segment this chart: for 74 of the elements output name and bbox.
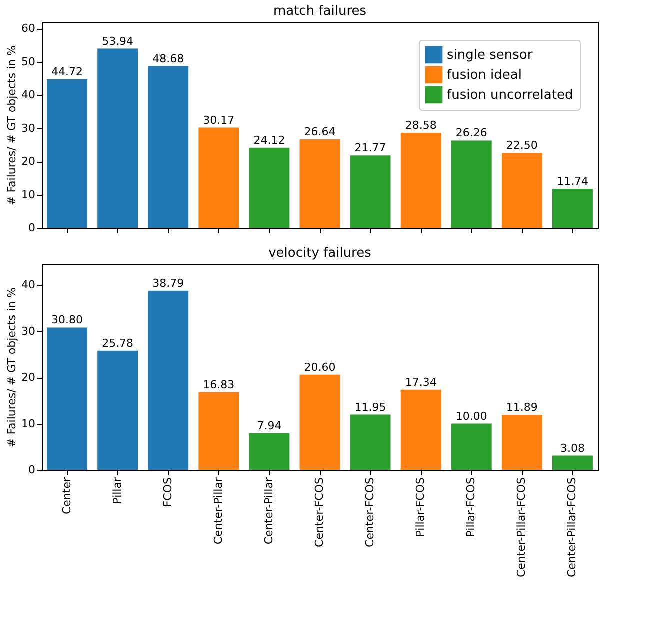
y-tick-label: 60: [22, 22, 36, 36]
x-tick-label: Center-FCOS: [313, 477, 326, 548]
bar: [400, 133, 442, 228]
bar: [350, 414, 391, 470]
bar: [502, 415, 542, 470]
bar: [300, 374, 340, 470]
data-label: 11.89: [506, 401, 538, 414]
y-tick-label: 0: [28, 222, 36, 234]
x-tick-label: Pillar-FCOS: [464, 477, 478, 538]
bar: [552, 456, 593, 470]
y-tick-label: 30: [22, 122, 36, 135]
bar: [502, 153, 542, 228]
bar: [198, 128, 240, 228]
x-tick-label: Center-Pillar: [212, 477, 225, 545]
data-label: 7.94: [257, 419, 282, 432]
bar: [47, 328, 88, 470]
x-tick-label: Pillar-FCOS: [414, 477, 428, 538]
bar: [148, 290, 189, 470]
data-label: 11.95: [354, 400, 386, 414]
x-tick-label: Center-Pillar-FCOS: [566, 477, 579, 578]
data-label: 30.17: [203, 114, 235, 127]
legend-label: single sensor: [447, 48, 534, 63]
data-label: 26.64: [304, 125, 336, 138]
data-label: 25.78: [102, 336, 134, 350]
data-label: 26.26: [456, 126, 488, 140]
y-axis-title: # Failures/ # GT objects in %: [6, 46, 19, 206]
data-label: 17.34: [405, 376, 437, 389]
data-label: 38.79: [152, 276, 184, 290]
chart-title: match failures: [273, 4, 367, 19]
bar: [451, 140, 492, 228]
bar: [249, 148, 290, 228]
data-label: 21.77: [354, 142, 386, 155]
x-tick-label: Center-Pillar: [262, 477, 276, 545]
data-label: 10.00: [456, 410, 488, 423]
data-label: 48.68: [152, 52, 184, 66]
data-label: 22.50: [506, 139, 538, 152]
data-label: 28.58: [405, 119, 437, 132]
legend-label: fusion uncorrelated: [447, 88, 574, 103]
legend-label: fusion ideal: [447, 68, 522, 83]
y-tick-label: 10: [22, 417, 36, 430]
bar: [198, 392, 240, 470]
data-label: 20.60: [304, 360, 336, 374]
bar: [148, 66, 189, 228]
data-label: 30.80: [52, 314, 84, 327]
data-label: 24.12: [254, 134, 286, 147]
chart-title: velocity failures: [268, 246, 372, 261]
y-tick-label: 10: [22, 188, 36, 202]
bar: [98, 350, 138, 470]
x-tick-label: Pillar: [110, 477, 124, 504]
y-tick-label: 20: [22, 155, 36, 168]
y-tick-label: 40: [22, 88, 36, 102]
y-tick-label: 20: [22, 371, 36, 384]
data-label: 44.72: [52, 65, 84, 78]
y-axis-title: # Failures/ # GT objects in %: [6, 288, 19, 448]
bar: [552, 188, 593, 228]
bar: [350, 156, 391, 228]
data-label: 3.08: [560, 442, 585, 455]
x-tick-label: Center-FCOS: [364, 477, 377, 548]
x-tick-label: FCOS: [161, 477, 174, 508]
bar: [47, 79, 88, 228]
bar: [400, 390, 442, 470]
y-tick-label: 40: [22, 278, 36, 292]
x-tick-label: Center: [60, 477, 74, 515]
data-label: 53.94: [102, 34, 134, 48]
bar: [98, 48, 138, 228]
data-label: 16.83: [203, 378, 235, 392]
x-tick-label: Center-Pillar-FCOS: [515, 477, 528, 578]
data-label: 11.74: [556, 174, 588, 188]
bar: [300, 139, 340, 228]
bar: [249, 433, 290, 470]
y-tick-label: 30: [22, 324, 36, 338]
y-tick-label: 0: [28, 464, 36, 476]
bar: [451, 424, 492, 470]
y-tick-label: 50: [22, 55, 36, 68]
